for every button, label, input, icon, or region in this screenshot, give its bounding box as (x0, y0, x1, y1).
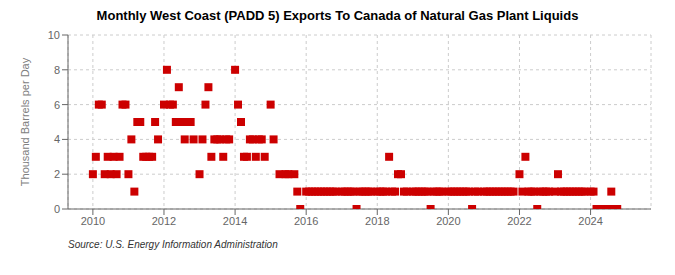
svg-text:2010: 2010 (81, 215, 105, 227)
svg-text:2: 2 (54, 168, 60, 180)
svg-text:2016: 2016 (294, 215, 318, 227)
svg-text:2014: 2014 (223, 215, 247, 227)
svg-text:0: 0 (54, 203, 60, 215)
svg-text:Thousand Barrels per Day: Thousand Barrels per Day (19, 57, 31, 186)
svg-text:2012: 2012 (152, 215, 176, 227)
svg-text:10: 10 (48, 29, 60, 41)
html-text:Source: U.S. Energy Informatio: Source: U.S. Energy Information Administ… (68, 239, 278, 250)
svg-text:6: 6 (54, 99, 60, 111)
svg-text:8: 8 (54, 64, 60, 76)
svg-text:2022: 2022 (507, 215, 531, 227)
svg-text:2020: 2020 (436, 215, 460, 227)
svg-text:4: 4 (54, 133, 60, 145)
svg-text:2018: 2018 (365, 215, 389, 227)
html-text:Monthly West Coast (PADD 5) Ex: Monthly West Coast (PADD 5) Exports To C… (96, 8, 579, 23)
svg-text:2024: 2024 (578, 215, 602, 227)
